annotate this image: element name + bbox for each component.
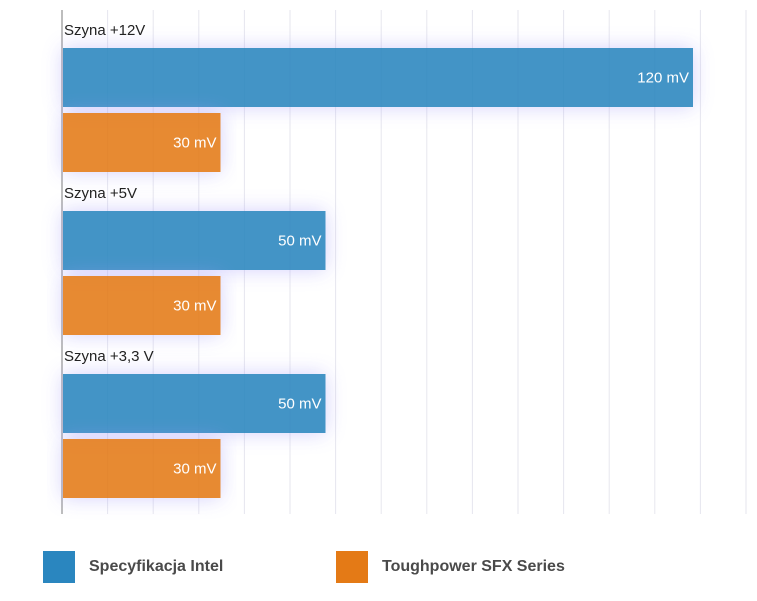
- category-label-12v: Szyna +12V: [64, 22, 145, 39]
- legend-label-intel: Specyfikacja Intel: [89, 558, 224, 575]
- data-label-intel-3-3v: 50 mV: [278, 396, 321, 413]
- bars: [63, 48, 693, 498]
- legend-label-toughpower: Toughpower SFX Series: [382, 558, 565, 575]
- bar-intel-3-3v: [63, 374, 326, 433]
- data-label-toughpower-5v: 30 mV: [173, 298, 216, 315]
- legend-swatch-intel: [43, 551, 75, 583]
- labels: Szyna +12V 120 mV 30 mV Szyna +5V 50 mV 30 mV…: [64, 22, 689, 478]
- legend-item-intel: Specyfikacja Intel: [43, 551, 223, 583]
- category-label-3-3v: Szyna +3,3 V: [64, 348, 154, 365]
- data-label-intel-5v: 50 mV: [278, 233, 321, 250]
- bar-toughpower-5v: [63, 276, 221, 335]
- legend-swatch-toughpower: [336, 551, 368, 583]
- bar-toughpower-3-3v: [63, 439, 221, 498]
- legend-item-toughpower: Toughpower SFX Series: [336, 551, 565, 583]
- category-label-5v: Szyna +5V: [64, 185, 137, 202]
- data-label-intel-12v: 120 mV: [637, 70, 689, 87]
- bar-toughpower-12v: [63, 113, 221, 172]
- bar-intel-5v: [63, 211, 326, 270]
- bar-intel-12v: [63, 48, 693, 107]
- data-label-toughpower-12v: 30 mV: [173, 135, 216, 152]
- data-label-toughpower-3-3v: 30 mV: [173, 461, 216, 478]
